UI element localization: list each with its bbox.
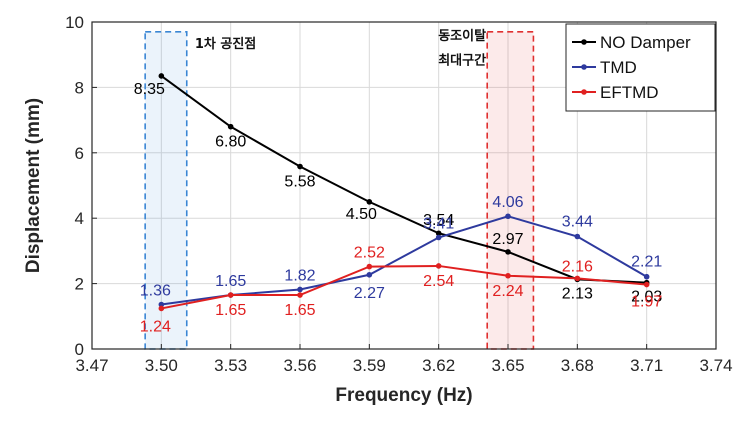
data-label-eftmd: 2.54 <box>423 273 454 290</box>
axis-ticks: 3.47 3.50 3.53 3.56 3.59 3.62 3.65 3.68 3.71 3.74… <box>65 13 732 375</box>
x-tick-label: 3.68 <box>561 356 594 375</box>
series-line-eftmd <box>161 264 647 310</box>
data-point-eftmd <box>435 263 442 269</box>
data-label-eftmd: 2.24 <box>492 283 523 300</box>
data-label-tmd: 2.27 <box>354 285 385 302</box>
highlight-regions <box>144 31 535 350</box>
region-annotation-line: 동조이탈 <box>438 28 486 44</box>
data-point-eftmd <box>366 263 373 270</box>
data-point-eftmd <box>505 272 511 279</box>
data-label-no-damper: 5.58 <box>284 174 315 191</box>
data-label-eftmd: 1.24 <box>140 318 171 335</box>
data-label-no-damper: 2.97 <box>492 231 523 248</box>
data-point-tmd <box>435 234 442 241</box>
region-annotation-1: 1차 공진점 <box>195 36 256 52</box>
y-tick-label: 0 <box>75 340 84 359</box>
data-label-no-damper: 3.54 <box>423 212 454 229</box>
data-point-no-damper <box>227 123 234 130</box>
y-axis-title: Displacement (mm) <box>23 98 44 273</box>
data-label-eftmd: 2.52 <box>354 245 385 262</box>
data-point-eftmd <box>643 281 650 288</box>
legend-label-eftmd: EFTMD <box>600 83 659 102</box>
x-tick-label: 3.71 <box>630 356 663 375</box>
data-label-tmd: 1.36 <box>140 283 171 300</box>
data-point-tmd <box>574 233 581 240</box>
y-tick-label: 6 <box>75 144 84 163</box>
x-tick-label: 3.74 <box>699 356 732 375</box>
data-label-tmd: 2.21 <box>631 254 662 271</box>
legend-marker-tmd <box>581 64 587 70</box>
data-point-no-damper <box>297 163 303 170</box>
data-point-no-damper <box>435 230 442 237</box>
legend-marker-no-damper <box>581 39 587 45</box>
x-tick-label: 3.65 <box>491 356 524 375</box>
data-label-eftmd: 1.65 <box>284 302 315 319</box>
x-tick-label: 3.59 <box>353 356 386 375</box>
data-label-eftmd: 1.97 <box>631 294 662 311</box>
series-lines <box>158 73 650 312</box>
axes-frame <box>91 21 717 350</box>
data-point-eftmd <box>297 292 303 298</box>
region-annotation-line: 1차 공진점 <box>195 36 256 52</box>
data-label-eftmd: 2.16 <box>562 258 593 275</box>
data-label-no-damper: 8.35 <box>134 81 165 98</box>
y-tick-label: 2 <box>75 275 84 294</box>
highlight-region-2 <box>486 31 535 350</box>
y-tick-label: 4 <box>75 209 84 228</box>
legend-label-tmd: TMD <box>600 58 637 77</box>
series-line-no-damper <box>160 75 647 284</box>
data-point-eftmd <box>158 305 165 312</box>
data-label-tmd: 1.82 <box>284 267 315 284</box>
data-point-eftmd <box>574 275 581 282</box>
data-label-eftmd: 1.65 <box>215 302 246 319</box>
data-point-no-damper <box>505 249 511 255</box>
data-label-no-damper: 2.13 <box>562 285 593 302</box>
x-tick-label: 3.62 <box>422 356 455 375</box>
data-point-tmd <box>505 213 511 220</box>
data-label-tmd: 4.06 <box>492 194 523 211</box>
data-point-eftmd <box>227 292 234 298</box>
data-point-tmd <box>297 286 303 293</box>
region-annotation-line: 최대구간 <box>438 53 486 69</box>
data-label-tmd: 3.44 <box>562 214 593 231</box>
data-point-tmd <box>643 273 650 280</box>
x-axis-title: Frequency (Hz) <box>335 385 472 406</box>
legend: NO Damper TMD EFTMD <box>565 23 716 112</box>
legend-marker-eftmd <box>581 89 587 95</box>
data-point-no-damper <box>158 73 165 79</box>
x-tick-label: 3.47 <box>75 356 108 375</box>
highlight-region-1 <box>144 31 188 350</box>
x-tick-label: 3.56 <box>283 356 316 375</box>
data-point-tmd <box>158 301 165 308</box>
legend-label-no-damper: NO Damper <box>600 33 691 52</box>
y-tick-label: 10 <box>65 13 84 32</box>
data-point-no-damper <box>366 199 373 205</box>
data-labels: 8.35 6.80 5.58 4.50 3.54 2.97 2.13 2.03 1.36 1.65… <box>134 81 663 335</box>
data-label-no-damper: 4.50 <box>346 206 377 223</box>
x-tick-label: 3.50 <box>145 356 178 375</box>
data-label-no-damper: 2.03 <box>631 289 662 306</box>
data-label-no-damper: 6.80 <box>215 134 246 151</box>
data-point-tmd <box>366 271 373 278</box>
data-label-tmd: 1.65 <box>215 273 246 290</box>
x-tick-label: 3.53 <box>214 356 247 375</box>
y-tick-label: 8 <box>75 78 84 97</box>
data-label-tmd: 3.41 <box>423 215 454 232</box>
